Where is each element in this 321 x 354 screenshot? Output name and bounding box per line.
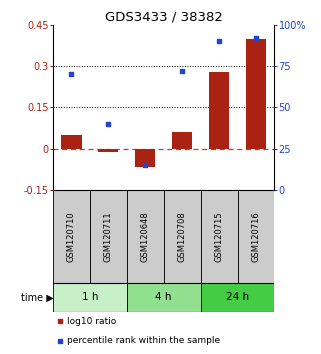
Title: GDS3433 / 38382: GDS3433 / 38382 <box>105 11 223 24</box>
Point <box>253 35 258 41</box>
Text: 4 h: 4 h <box>155 292 172 302</box>
Bar <box>246 39 266 149</box>
Bar <box>98 149 118 152</box>
Point <box>216 39 221 44</box>
Bar <box>61 135 82 149</box>
Text: log10 ratio: log10 ratio <box>67 317 117 326</box>
Bar <box>209 72 229 149</box>
Text: GSM120710: GSM120710 <box>67 211 76 262</box>
Bar <box>127 283 201 312</box>
Text: 1 h: 1 h <box>82 292 98 302</box>
Bar <box>53 190 90 283</box>
Text: GSM120708: GSM120708 <box>178 211 187 262</box>
Point <box>106 121 111 127</box>
Point <box>69 72 74 77</box>
Bar <box>172 132 192 149</box>
Bar <box>201 283 274 312</box>
Bar <box>201 190 238 283</box>
Bar <box>90 190 127 283</box>
Text: 24 h: 24 h <box>226 292 249 302</box>
Text: GSM120711: GSM120711 <box>104 211 113 262</box>
Text: percentile rank within the sample: percentile rank within the sample <box>67 336 221 345</box>
Text: GSM120715: GSM120715 <box>214 211 224 262</box>
Bar <box>127 190 164 283</box>
Point <box>179 68 185 74</box>
Bar <box>164 190 201 283</box>
Point <box>143 162 148 168</box>
Bar <box>238 190 274 283</box>
Bar <box>53 283 127 312</box>
Text: GSM120648: GSM120648 <box>141 211 150 262</box>
Text: GSM120716: GSM120716 <box>251 211 261 262</box>
Text: time ▶: time ▶ <box>21 292 54 302</box>
Bar <box>135 149 155 167</box>
Point <box>57 319 62 324</box>
Point <box>57 338 62 344</box>
